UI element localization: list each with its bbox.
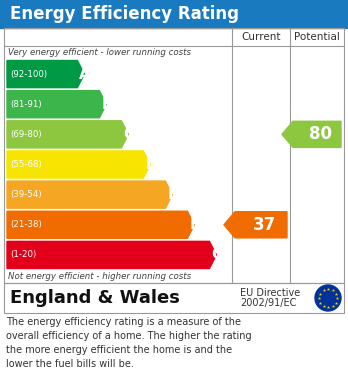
Text: Current: Current <box>241 32 281 42</box>
Text: F: F <box>189 217 200 232</box>
Text: C: C <box>124 127 135 142</box>
Text: E: E <box>167 187 178 202</box>
Text: (92-100): (92-100) <box>10 70 47 79</box>
Text: 80: 80 <box>308 126 332 143</box>
Polygon shape <box>282 121 341 147</box>
Bar <box>0 0 348 28</box>
Circle shape <box>315 285 341 311</box>
Text: (55-68): (55-68) <box>10 160 42 169</box>
Text: D: D <box>145 157 158 172</box>
Bar <box>4 28 344 283</box>
Text: 2002/91/EC: 2002/91/EC <box>240 298 296 308</box>
Polygon shape <box>7 91 106 118</box>
Text: 37: 37 <box>252 216 276 234</box>
Text: (69-80): (69-80) <box>10 130 42 139</box>
Polygon shape <box>7 181 172 208</box>
Text: EU Directive: EU Directive <box>240 288 300 298</box>
Bar <box>4 283 344 313</box>
Text: B: B <box>101 97 113 112</box>
Polygon shape <box>224 212 287 238</box>
Text: A: A <box>79 66 91 82</box>
Text: (21-38): (21-38) <box>10 220 42 229</box>
Text: England & Wales: England & Wales <box>10 289 180 307</box>
Text: G: G <box>211 248 224 262</box>
Text: (81-91): (81-91) <box>10 100 42 109</box>
Polygon shape <box>7 121 128 148</box>
Polygon shape <box>7 211 195 239</box>
Text: Not energy efficient - higher running costs: Not energy efficient - higher running co… <box>8 272 191 281</box>
Polygon shape <box>7 241 216 269</box>
Text: Very energy efficient - lower running costs: Very energy efficient - lower running co… <box>8 48 191 57</box>
Text: Energy Efficiency Rating: Energy Efficiency Rating <box>10 5 239 23</box>
Polygon shape <box>7 151 150 178</box>
Text: Potential: Potential <box>294 32 340 42</box>
Text: (39-54): (39-54) <box>10 190 42 199</box>
Text: (1-20): (1-20) <box>10 250 36 260</box>
Text: The energy efficiency rating is a measure of the
overall efficiency of a home. T: The energy efficiency rating is a measur… <box>6 317 252 369</box>
Polygon shape <box>7 61 85 88</box>
